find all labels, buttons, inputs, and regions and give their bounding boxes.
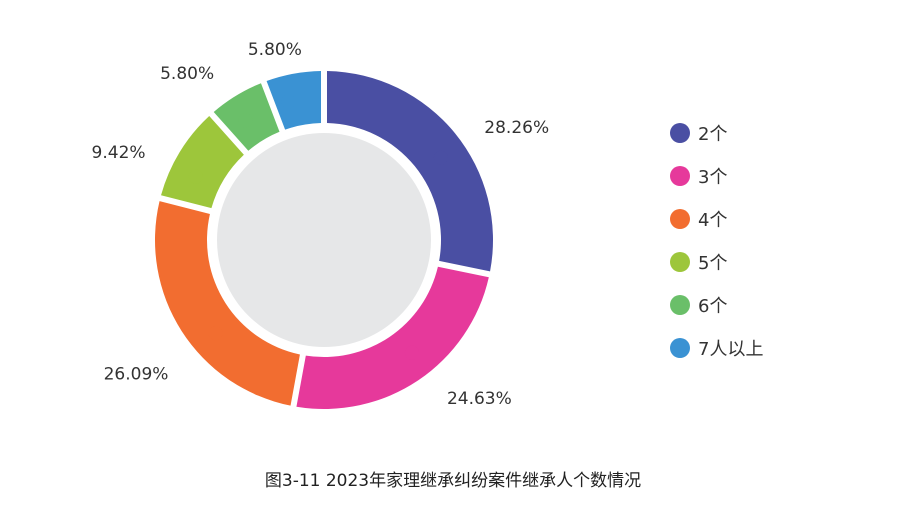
donut-slice — [326, 71, 494, 272]
donut-slice — [154, 201, 300, 406]
legend-label: 4个 — [698, 210, 727, 231]
donut-slice — [161, 115, 244, 209]
slice-markers — [188, 94, 448, 360]
legend-item: 3个 — [670, 166, 727, 188]
slice-marker-dot — [188, 169, 203, 184]
data-label: 5.80% — [160, 64, 214, 84]
legend-label: 3个 — [698, 167, 727, 188]
legend-swatch — [670, 252, 690, 272]
data-label: 9.42% — [92, 143, 146, 163]
legend-label: 5个 — [698, 253, 727, 274]
legend-swatch — [670, 295, 690, 315]
donut-center — [217, 133, 431, 347]
legend-swatch — [670, 209, 690, 229]
legend-item: 5个 — [670, 252, 727, 274]
legend-swatch — [670, 166, 690, 186]
slice-marker-dot — [208, 326, 223, 341]
donut-slice — [296, 266, 489, 409]
data-label: 28.26% — [484, 118, 549, 138]
legend-item: 4个 — [670, 209, 727, 231]
legend-item: 2个 — [670, 123, 727, 145]
data-label: 24.63% — [447, 389, 512, 409]
slice-marker-dot — [404, 345, 419, 360]
legend-item: 6个 — [670, 295, 727, 317]
figure-caption: 图3-11 2023年家理继承纠纷案件继承人个数情况 — [264, 471, 642, 491]
slice-marker-dot — [433, 150, 448, 165]
data-label: 26.09% — [104, 365, 169, 385]
slice-marker-dot — [238, 113, 253, 128]
slice-marker-dot — [281, 94, 296, 109]
legend-label: 6个 — [698, 296, 727, 317]
donut-slices — [154, 71, 494, 409]
data-label: 5.80% — [248, 40, 302, 60]
legend-swatch — [670, 338, 690, 358]
legend-label: 7人以上 — [698, 339, 763, 360]
legend-item: 7人以上 — [670, 338, 763, 360]
legend: 2个 3个 4个 5个 6个 7人以上 — [670, 123, 763, 360]
legend-label: 2个 — [698, 124, 727, 145]
data-labels: 28.26% 24.63% 26.09% 9.42% 5.80% 5.80% — [92, 40, 550, 409]
legend-swatch — [670, 123, 690, 143]
